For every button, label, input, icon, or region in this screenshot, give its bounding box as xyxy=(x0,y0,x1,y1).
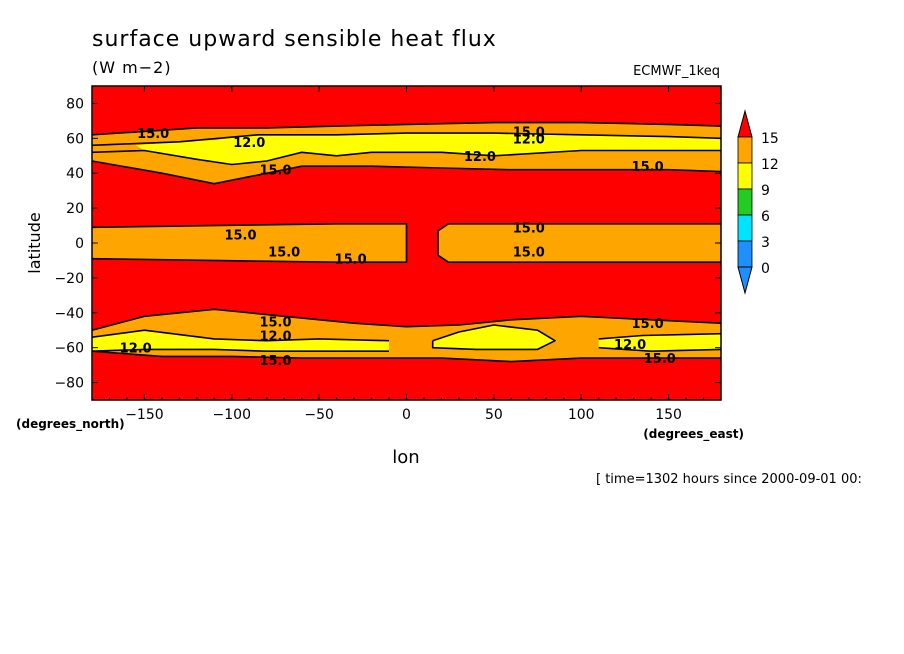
contour-line-layer xyxy=(92,121,721,363)
x-axis-label: lon xyxy=(392,447,419,468)
dataset-label: ECMWF_1keq xyxy=(633,64,720,79)
colorbar-extend-max xyxy=(737,109,753,138)
y-tick-label: 40 xyxy=(66,166,84,182)
contour-label: 15.0 xyxy=(513,246,545,261)
colorbar-segment xyxy=(737,240,753,268)
x-tick-label: −150 xyxy=(125,407,163,423)
contour-label: 12.0 xyxy=(513,132,545,147)
time-label: [ time=1302 hours since 2000-09-01 00: xyxy=(596,472,862,487)
x-tick-label: −100 xyxy=(213,407,251,423)
contour-line-12.0 xyxy=(92,132,721,147)
contour-line-12.0 xyxy=(92,149,721,166)
contour-label: 15.0 xyxy=(335,253,367,268)
y-tick-label: −60 xyxy=(54,341,84,357)
colorbar-segment xyxy=(737,136,753,164)
contour-label: 15.0 xyxy=(259,316,291,331)
chart-title: surface upward sensible heat flux xyxy=(92,27,497,52)
y-tick-label: −80 xyxy=(54,376,84,392)
colorbar-label: 0 xyxy=(761,261,770,277)
colorbar-segment xyxy=(737,214,753,242)
colorbar-label: 9 xyxy=(761,183,770,199)
fill-region-9-12 xyxy=(432,325,555,350)
contour-line-15.0 xyxy=(92,350,721,363)
contour-line-15.0 xyxy=(92,121,721,136)
colorbar-extend-min xyxy=(737,266,753,295)
contour-line-12.0 xyxy=(431,324,556,351)
contour-line-12.0 xyxy=(598,346,721,353)
colorbar: 15 12 9 6 3 0 xyxy=(737,109,779,295)
y-tick-label: −20 xyxy=(54,271,84,287)
contour-line-15.0 xyxy=(92,223,408,264)
contour-label: 15.0 xyxy=(259,164,291,179)
contour-label: 15.0 xyxy=(259,354,291,369)
x-tick-label: 0 xyxy=(402,407,411,423)
colorbar-segment xyxy=(737,188,753,216)
contour-label: 15.0 xyxy=(268,246,300,261)
contour-line-12.0 xyxy=(92,329,390,342)
contour-line-15.0 xyxy=(437,223,721,264)
y-tick-label: 20 xyxy=(66,201,84,217)
fill-region-12-15 xyxy=(92,223,407,263)
x-tick-label: −50 xyxy=(304,407,334,423)
contour-label: 15.0 xyxy=(644,352,676,367)
contour-line-12.0 xyxy=(598,332,721,340)
contour-label: 15.0 xyxy=(632,317,664,332)
contour-label-layer: 15.012.015.015.012.012.015.015.015.0 15.0… xyxy=(120,125,676,369)
contour-label: 15.0 xyxy=(513,221,545,236)
x-unit-label: (degrees_east) xyxy=(643,427,744,442)
contour-label: 12.0 xyxy=(233,136,265,151)
colorbar-label: 15 xyxy=(761,131,779,147)
x-axis-ticks: −150 −100 −50 0 50 100 150 xyxy=(91,86,722,423)
fill-region-9-12 xyxy=(92,330,389,352)
colorbar-segment xyxy=(737,162,753,190)
y-axis-label: latitude xyxy=(25,212,44,273)
y-unit-label: (degrees_north) xyxy=(16,417,125,432)
y-tick-label: 0 xyxy=(75,236,84,252)
fill-region-9-12 xyxy=(598,333,721,352)
colorbar-label: 6 xyxy=(761,209,770,225)
colorbar-label: 12 xyxy=(761,157,779,173)
fill-region-12-15 xyxy=(438,223,721,263)
y-tick-label: 60 xyxy=(66,131,84,147)
contour-line-12.0 xyxy=(92,348,389,353)
contour-label: 15.0 xyxy=(224,228,256,243)
contour-label: 15.0 xyxy=(632,160,664,175)
x-tick-label: 100 xyxy=(568,407,595,423)
contour-label: 12.0 xyxy=(120,342,152,357)
y-tick-label: −40 xyxy=(54,306,84,322)
chart-units: (W m−2) xyxy=(92,58,172,77)
contour-label: 15.0 xyxy=(137,127,169,142)
y-axis-ticks: 80 60 40 20 0 −20 −40 −60 −80 xyxy=(54,96,721,392)
contour-label: 15.0 xyxy=(513,125,545,140)
contour-line-15.0 xyxy=(92,160,721,185)
colorbar-label: 3 xyxy=(761,235,770,251)
x-tick-label: 50 xyxy=(485,407,503,423)
contour-label: 12.0 xyxy=(614,338,646,353)
contour-label: 12.0 xyxy=(259,330,291,345)
x-tick-label: 150 xyxy=(655,407,682,423)
contour-line-15.0 xyxy=(92,308,721,331)
y-tick-label: 80 xyxy=(66,96,84,112)
contour-label: 12.0 xyxy=(464,150,496,165)
